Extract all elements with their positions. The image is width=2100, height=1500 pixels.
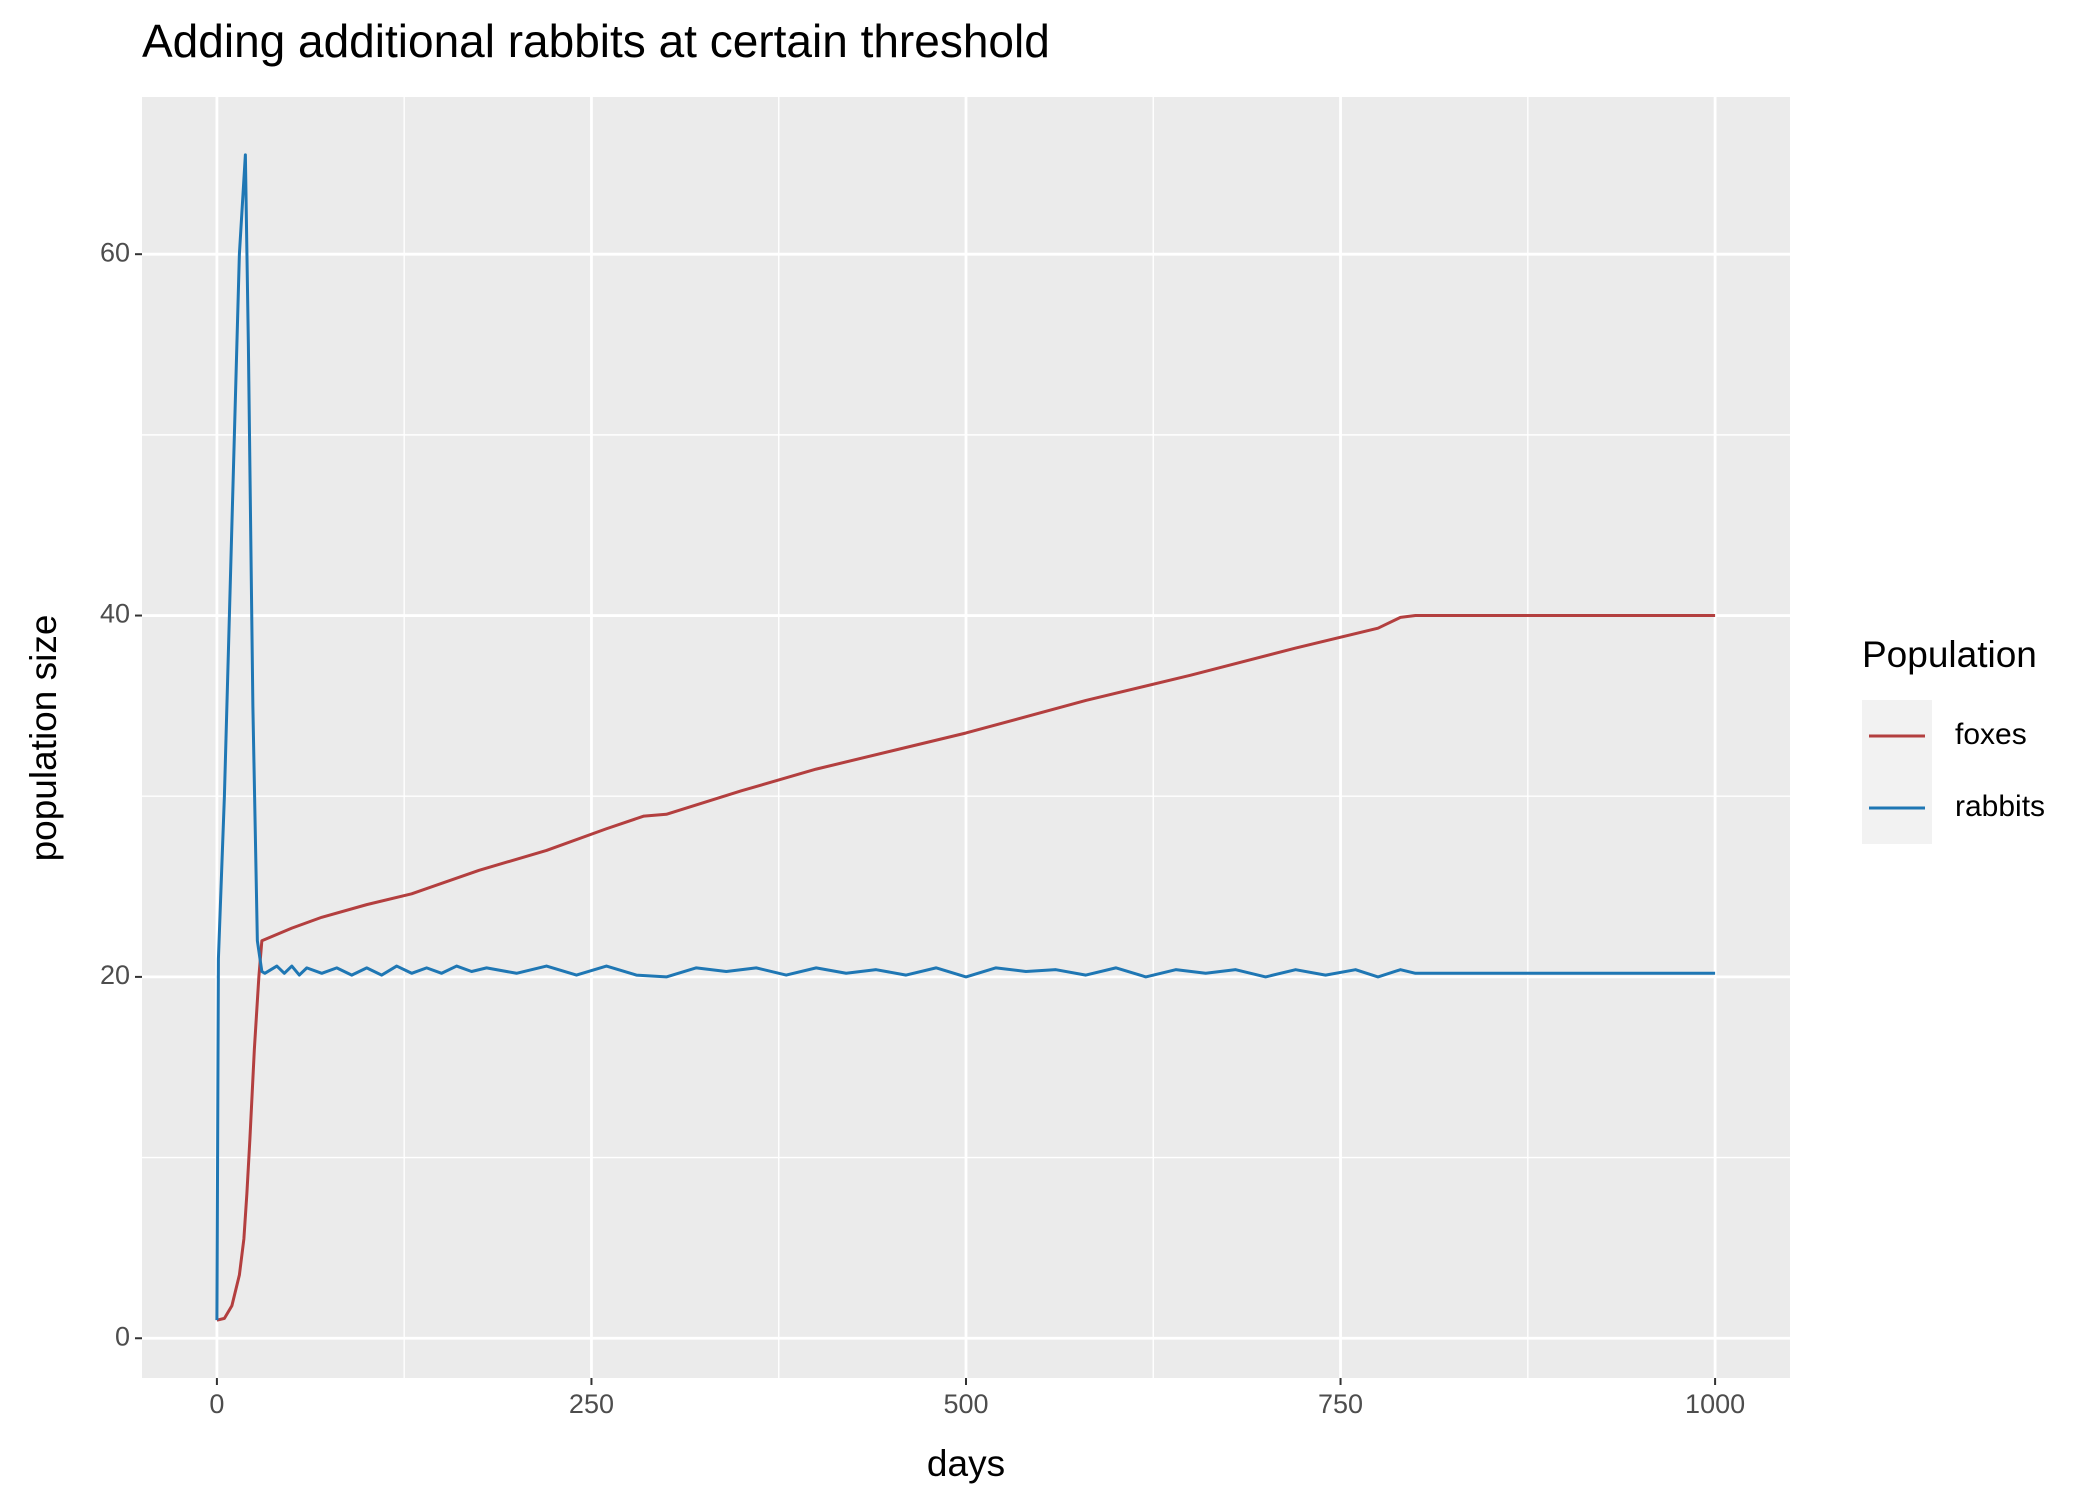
y-tick-label: 40 bbox=[100, 599, 130, 629]
x-tick-label: 250 bbox=[569, 1389, 614, 1419]
y-tick-label: 0 bbox=[115, 1321, 130, 1351]
legend-label: foxes bbox=[1955, 718, 2027, 751]
x-tick-label: 750 bbox=[1318, 1389, 1363, 1419]
y-axis-title: population size bbox=[23, 615, 64, 862]
x-axis-title: days bbox=[927, 1443, 1005, 1484]
x-tick-label: 500 bbox=[943, 1389, 988, 1419]
y-tick-label: 60 bbox=[100, 237, 130, 267]
legend-title: Population bbox=[1862, 634, 2037, 675]
x-tick-label: 1000 bbox=[1685, 1389, 1745, 1419]
series-line bbox=[216, 614, 1716, 1322]
y-tick-label: 20 bbox=[100, 960, 130, 990]
chart-title: Adding additional rabbits at certain thr… bbox=[142, 15, 1050, 67]
series-line bbox=[215, 153, 1716, 1321]
legend-label: rabbits bbox=[1955, 790, 2045, 823]
x-tick-label: 0 bbox=[209, 1389, 224, 1419]
